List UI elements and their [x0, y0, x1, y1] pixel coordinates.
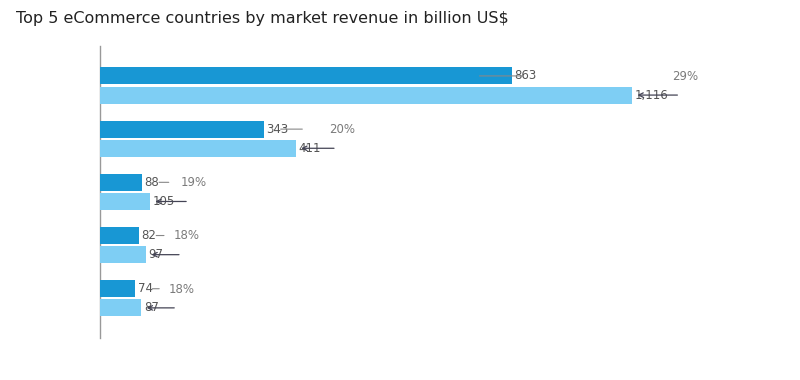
- Bar: [100, 67, 511, 84]
- Bar: [100, 193, 150, 210]
- Text: 863: 863: [514, 70, 536, 82]
- Bar: [100, 227, 139, 244]
- Text: 20%: 20%: [329, 123, 355, 136]
- Bar: [100, 87, 632, 104]
- Bar: [100, 174, 142, 191]
- Text: 29%: 29%: [672, 70, 698, 83]
- Text: 1,116: 1,116: [634, 89, 668, 101]
- Text: 105: 105: [153, 195, 174, 208]
- Text: 18%: 18%: [169, 283, 195, 296]
- Bar: [100, 299, 142, 317]
- Bar: [100, 140, 296, 157]
- Text: 18%: 18%: [174, 230, 200, 242]
- Text: 74: 74: [138, 282, 153, 295]
- Text: 19%: 19%: [181, 176, 207, 189]
- Text: 411: 411: [298, 142, 321, 155]
- Text: Top 5 eCommerce countries by market revenue in billion US$: Top 5 eCommerce countries by market reve…: [16, 11, 509, 26]
- Text: 343: 343: [266, 123, 288, 136]
- Bar: [100, 246, 146, 263]
- Text: 88: 88: [144, 176, 159, 189]
- Bar: [100, 120, 263, 138]
- Text: 97: 97: [149, 248, 164, 261]
- Text: 82: 82: [142, 229, 156, 242]
- Text: 87: 87: [144, 301, 158, 314]
- Bar: [100, 280, 135, 297]
